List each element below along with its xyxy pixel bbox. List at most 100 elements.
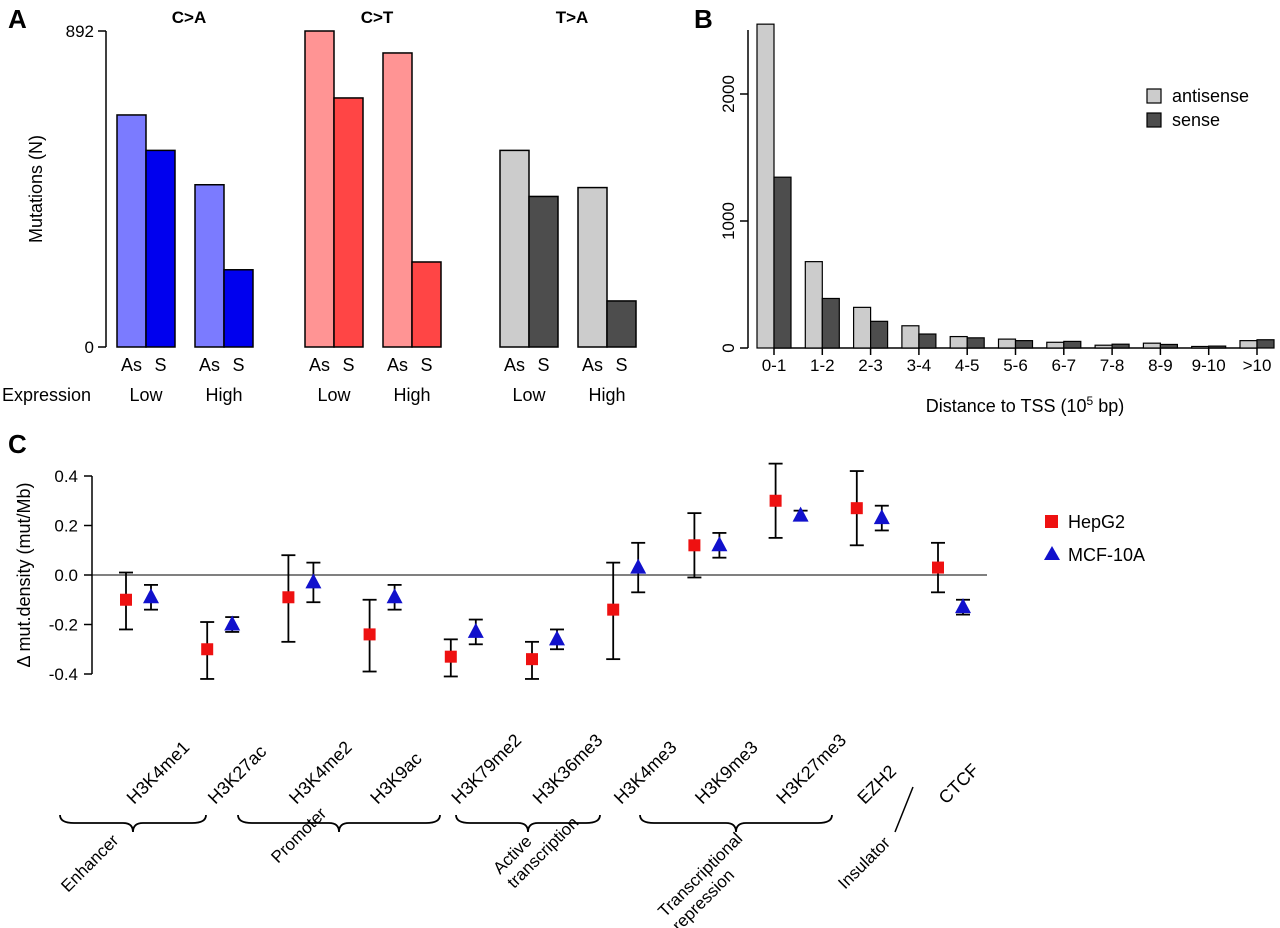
- x-tick-label-b: 7-8: [1100, 356, 1125, 375]
- y-tick-label-c: 0.0: [54, 566, 78, 585]
- data-point-mcf10a: [224, 615, 241, 631]
- bar: [1014, 340, 1034, 349]
- y-tick-label-c: 0.2: [54, 517, 78, 536]
- category-label: Insulator: [834, 833, 894, 893]
- bar: [223, 269, 254, 348]
- y-tick-label-c: 0.4: [54, 467, 78, 486]
- legend-label: sense: [1172, 110, 1220, 130]
- bar: [901, 325, 920, 349]
- legend-label: HepG2: [1068, 512, 1125, 532]
- x-tick-label-b: 2-3: [858, 356, 883, 375]
- data-point-hepg2: [850, 502, 863, 515]
- category-label: Activetranscription: [489, 799, 582, 892]
- group-title: T>A: [556, 8, 589, 27]
- data-point-hepg2: [201, 643, 214, 656]
- mark-label: H3K4me2: [285, 737, 356, 808]
- category-label: Enhancer: [57, 831, 122, 896]
- mark-label: H3K27me3: [772, 730, 850, 808]
- legend-label: MCF-10A: [1068, 545, 1145, 565]
- data-point-hepg2: [120, 593, 132, 606]
- data-point-hepg2: [607, 603, 620, 616]
- mark-label: H3K36me3: [529, 730, 607, 808]
- panel-label-b: B: [694, 4, 713, 34]
- category-label: Promoter: [267, 804, 330, 867]
- x-tick-label-b: 5-6: [1003, 356, 1028, 375]
- bar: [804, 261, 823, 349]
- bar: [145, 149, 176, 348]
- mark-label: H3K9ac: [366, 748, 425, 807]
- data-point-mcf10a: [143, 588, 159, 604]
- bar-label: As: [199, 355, 220, 375]
- data-point-mcf10a: [386, 588, 403, 604]
- bar-label: S: [420, 355, 432, 375]
- legend-swatch: [1146, 88, 1162, 104]
- category-label: Transcriptionalrepression: [654, 829, 760, 928]
- bar: [577, 186, 608, 348]
- category-label-line: Insulator: [834, 833, 894, 893]
- y-tick-label-b: 0: [719, 343, 738, 352]
- panel-label-a: A: [8, 4, 27, 34]
- bar: [1191, 345, 1210, 349]
- data-point-mcf10a: [467, 622, 484, 638]
- data-point-hepg2: [688, 539, 701, 552]
- bar: [1142, 342, 1162, 349]
- x-tick-label-b: 8-9: [1148, 356, 1173, 375]
- bar: [1046, 341, 1065, 349]
- mark-label: CTCF: [935, 760, 983, 808]
- bar: [606, 300, 637, 348]
- mark-label: H3K27ac: [204, 741, 271, 808]
- bar-label: S: [232, 355, 244, 375]
- x-tick-label-b: 4-5: [955, 356, 980, 375]
- category-brace: [455, 814, 601, 833]
- data-point-hepg2: [363, 628, 376, 641]
- data-point-mcf10a: [792, 506, 809, 522]
- bar: [499, 149, 530, 348]
- bar: [756, 23, 775, 349]
- bar: [966, 337, 985, 349]
- bar-label: S: [615, 355, 627, 375]
- category-label-line: Enhancer: [57, 831, 122, 896]
- data-point-mcf10a: [549, 630, 565, 646]
- bar: [194, 183, 225, 348]
- mark-label: H3K79me2: [447, 730, 525, 808]
- bar: [852, 306, 872, 349]
- bar-label: As: [582, 355, 603, 375]
- data-point-hepg2: [932, 561, 944, 574]
- mark-label: H3K9me3: [691, 737, 762, 808]
- insulator-connector: [894, 786, 914, 833]
- bar: [1094, 344, 1113, 349]
- bar-label: As: [121, 355, 142, 375]
- data-point-hepg2: [282, 591, 295, 604]
- y-axis-label-c: Δ mut.density (mut/Mb): [14, 482, 34, 667]
- bar: [949, 335, 968, 349]
- bar: [528, 195, 559, 348]
- bar: [1256, 339, 1275, 349]
- data-point-mcf10a: [955, 598, 971, 614]
- bar-label: S: [154, 355, 166, 375]
- data-point-mcf10a: [873, 509, 890, 525]
- bar-label: As: [387, 355, 408, 375]
- bar: [1063, 340, 1082, 349]
- bar: [1239, 340, 1258, 349]
- bar: [382, 52, 413, 348]
- row-label-expression: Expression: [2, 385, 91, 405]
- data-point-mcf10a: [630, 558, 647, 574]
- category-brace: [237, 814, 441, 833]
- bar: [1111, 343, 1130, 349]
- expression-label: High: [393, 385, 430, 405]
- y-tick-label-a: 0: [85, 338, 94, 357]
- bar: [333, 97, 364, 348]
- y-tick-label-a: 892: [66, 22, 94, 41]
- bar: [1208, 345, 1227, 349]
- x-axis-label-text: bp): [1093, 396, 1124, 416]
- x-tick-label-b: 1-2: [810, 356, 835, 375]
- group-title: C>A: [172, 8, 206, 27]
- panel-label-c: C: [8, 429, 27, 459]
- legend-swatch: [1146, 112, 1162, 128]
- data-point-mcf10a: [711, 536, 728, 552]
- data-point-mcf10a: [305, 573, 322, 589]
- bar-label: As: [309, 355, 330, 375]
- bar: [869, 320, 889, 349]
- expression-label: Low: [317, 385, 351, 405]
- group-title: C>T: [361, 8, 394, 27]
